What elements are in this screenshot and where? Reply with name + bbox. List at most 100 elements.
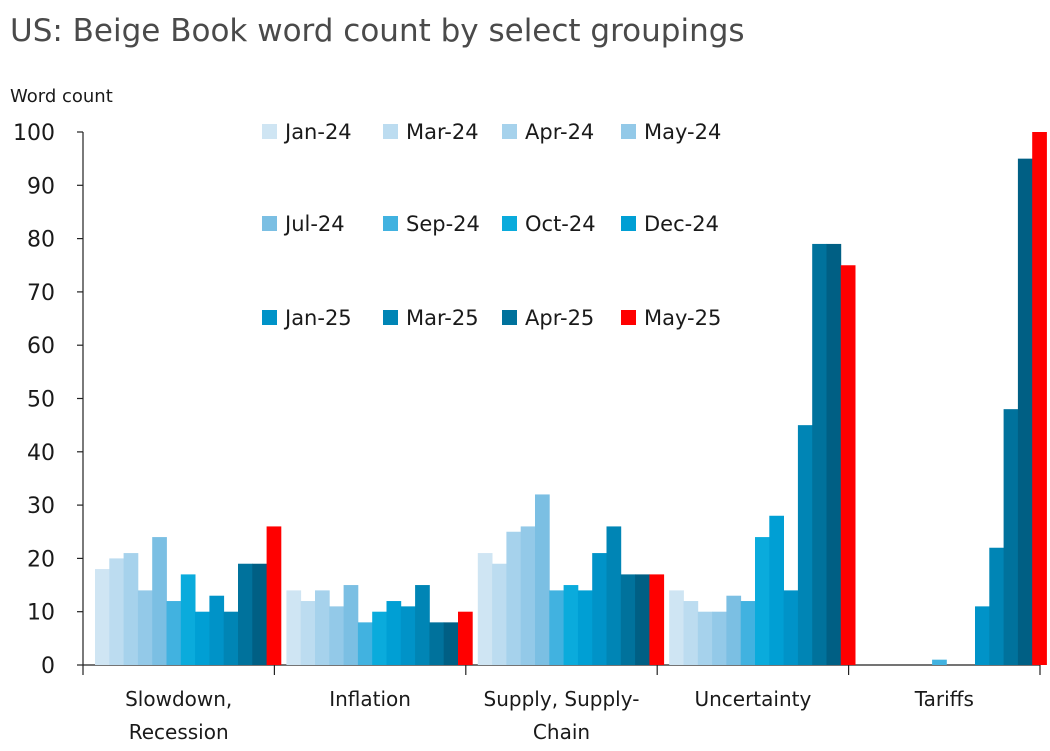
legend: Jan-24 Mar-24 Apr-24 May-24 Jul-24 Sep-24 Oct-…: [262, 120, 721, 330]
bar-jan-25-cat2: [400, 606, 416, 665]
x-category-label: Tariffs: [914, 687, 974, 711]
bar-mar-24-cat3: [492, 563, 507, 665]
bar-sep-24-cat5: [932, 659, 947, 665]
y-tick-label: 30: [27, 494, 55, 519]
y-tick-label: 0: [41, 654, 55, 679]
bar-may-24-cat3: [520, 526, 536, 665]
legend-swatch-dec-24: [621, 216, 636, 231]
bar-jul-24-cat3: [535, 494, 550, 665]
bar-mar-24-cat2: [300, 601, 316, 665]
x-category-label: Uncertainty: [694, 687, 811, 711]
bar-may-24-cat1: [137, 590, 153, 665]
bar-apr-25b-cat2: [443, 622, 459, 665]
bar-apr-25b-cat1: [252, 563, 267, 665]
bar-may-25-cat1: [266, 526, 282, 665]
x-category-label-line: Supply, Supply-: [484, 687, 640, 711]
bar-apr-24-cat2: [315, 590, 330, 665]
bar-mar-25-cat2: [415, 585, 430, 665]
legend-label-dec-24: Dec-24: [644, 212, 719, 236]
legend-label-oct-24: Oct-24: [525, 212, 596, 236]
bar-jul-24-cat1: [152, 537, 167, 665]
legend-swatch-apr-24: [502, 124, 517, 139]
bar-mar-25-cat4: [797, 425, 813, 665]
bar-oct-24-cat4: [755, 537, 770, 665]
y-tick-label: 80: [27, 228, 55, 253]
legend-swatch-may-24: [621, 124, 636, 139]
y-axis-label: Word count: [10, 86, 113, 107]
bar-may-25-cat3: [649, 574, 665, 665]
bar-may-25-cat2: [458, 611, 473, 665]
x-category-label-line: Slowdown,: [125, 687, 232, 711]
legend-swatch-mar-25: [383, 310, 398, 325]
bar-dec-24-cat4: [769, 515, 784, 665]
legend-label-apr-25: Apr-25: [525, 306, 594, 330]
y-tick-label: 60: [27, 334, 55, 359]
y-tick-label: 90: [27, 174, 55, 199]
x-category-label: Inflation: [329, 687, 411, 711]
y-tick-label: 20: [27, 547, 55, 572]
bar-apr-25b-cat4: [826, 243, 842, 665]
y-tick-label: 100: [13, 121, 55, 146]
legend-label-may-25: May-25: [644, 306, 721, 330]
bar-mar-25-cat3: [606, 526, 622, 665]
bar-jan-25-cat1: [209, 595, 225, 665]
legend-swatch-jan-24: [262, 124, 277, 139]
legend-label-mar-25: Mar-25: [406, 306, 479, 330]
legend-label-mar-24: Mar-24: [406, 120, 479, 144]
y-tick-label: 40: [27, 441, 55, 466]
bar-jan-24-cat3: [477, 553, 493, 665]
bar-apr-24-cat1: [123, 553, 139, 665]
legend-label-sep-24: Sep-24: [406, 212, 480, 236]
bar-may-24-cat2: [329, 606, 344, 665]
x-category-label: Slowdown, Recession: [125, 687, 232, 744]
legend-label-apr-24: Apr-24: [525, 120, 594, 144]
x-category-label-line: Uncertainty: [694, 687, 811, 711]
legend-swatch-apr-25: [502, 310, 517, 325]
y-tick-label: 70: [27, 281, 55, 306]
bar-dec-24-cat3: [577, 590, 593, 665]
bar-oct-24-cat2: [372, 611, 387, 665]
legend-label-jan-25: Jan-25: [283, 306, 352, 330]
bar-may-24-cat4: [712, 611, 727, 665]
bar-jan-25-cat4: [783, 590, 799, 665]
bar-sep-24-cat4: [740, 601, 756, 665]
bar-apr-25-cat4: [812, 243, 827, 665]
legend-swatch-mar-24: [383, 124, 398, 139]
bar-sep-24-cat1: [166, 601, 182, 665]
bar-dec-24-cat2: [386, 601, 402, 665]
legend-swatch-may-25: [621, 310, 636, 325]
bar-may-25-cat4: [840, 265, 856, 665]
x-category-label-line: Chain: [533, 720, 590, 744]
legend-swatch-oct-24: [502, 216, 517, 231]
bar-oct-24-cat3: [563, 585, 579, 665]
bar-apr-25-cat1: [238, 563, 253, 665]
legend-swatch-jul-24: [262, 216, 277, 231]
legend-label-jul-24: Jul-24: [283, 212, 345, 236]
bar-jan-25-cat5: [975, 606, 990, 665]
bar-apr-25b-cat5: [1017, 158, 1033, 665]
legend-swatch-jan-25: [262, 310, 277, 325]
y-tick-label: 50: [27, 388, 55, 413]
bar-sep-24-cat2: [357, 622, 373, 665]
bar-jan-24-cat1: [95, 569, 110, 665]
x-category-label-line: Inflation: [329, 687, 411, 711]
x-category-label-line: Tariffs: [914, 687, 974, 711]
bar-apr-25-cat2: [429, 622, 445, 665]
legend-swatch-sep-24: [383, 216, 398, 231]
bar-dec-24-cat1: [195, 611, 210, 665]
bar-jul-24-cat4: [726, 595, 742, 665]
x-category-label-line: Recession: [129, 720, 229, 744]
bar-oct-24-cat1: [180, 574, 196, 665]
bar-may-25-cat5: [1032, 132, 1047, 665]
legend-label-jan-24: Jan-24: [283, 120, 352, 144]
plot-area: 0 10 20 30 40 50 60 70 80 90 100 Slowdown, Recession…: [13, 121, 1047, 744]
bar-mar-25-cat5: [989, 547, 1004, 665]
bar-apr-24-cat3: [506, 531, 522, 665]
x-category-label: Supply, Supply- Chain: [484, 687, 640, 744]
bar-mar-24-cat4: [683, 601, 699, 665]
legend-label-may-24: May-24: [644, 120, 721, 144]
y-tick-label: 10: [27, 601, 55, 626]
chart-title: US: Beige Book word count by select grou…: [10, 13, 745, 49]
bar-jan-25-cat3: [592, 553, 607, 665]
